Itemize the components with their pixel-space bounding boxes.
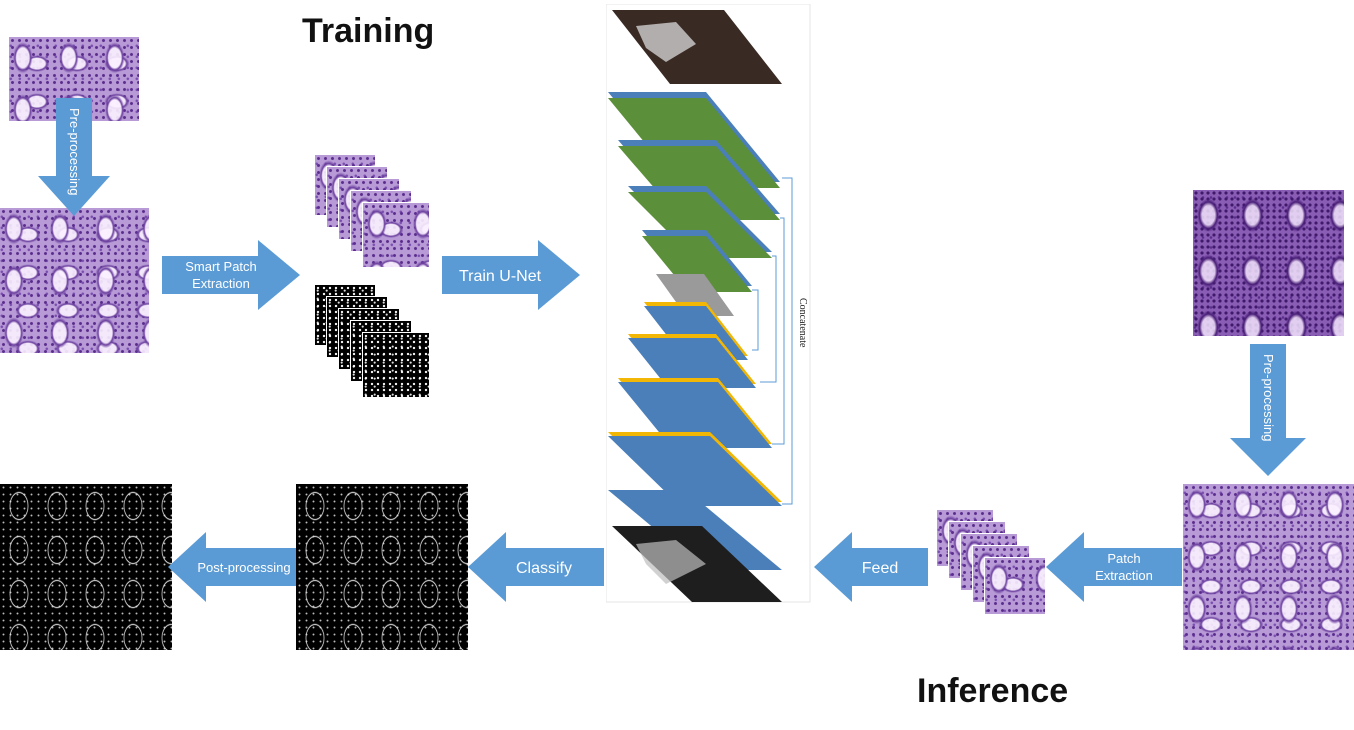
concatenate-label: Concatenate xyxy=(797,298,808,348)
inference-source-image xyxy=(1193,190,1344,336)
classify-arrow: Classify xyxy=(468,532,604,602)
classified-mask-image xyxy=(296,484,468,650)
patch-extraction-arrow: Patch Extraction xyxy=(1046,532,1182,602)
smart-patch-label-line1: Smart Patch xyxy=(185,259,257,274)
training-source-image xyxy=(9,37,139,121)
unet-bottleneck xyxy=(656,274,734,316)
postprocessed-mask-image xyxy=(0,484,172,650)
training-preprocessed-image xyxy=(0,208,149,353)
unet-decoder-layers xyxy=(608,92,780,292)
image-patch xyxy=(984,557,1046,615)
preprocessing-label: Pre-processing xyxy=(1261,354,1276,441)
patch-label-line2: Extraction xyxy=(1095,568,1153,583)
smart-patch-label-line2: Extraction xyxy=(192,276,250,291)
unet-skip-connections xyxy=(752,177,793,505)
training-heading: Training xyxy=(302,12,435,50)
postprocessing-arrow: Post-processing xyxy=(168,532,296,602)
mask-patch xyxy=(362,332,430,398)
preprocessing-arrow-training: Pre-processing xyxy=(38,98,110,216)
image-patch xyxy=(362,202,430,268)
smart-patch-extraction-arrow: Smart Patch Extraction xyxy=(162,240,300,310)
classify-label: Classify xyxy=(516,560,572,577)
preprocessing-label: Pre-processing xyxy=(67,108,82,195)
inference-preprocessed-image xyxy=(1183,484,1354,650)
feed-arrow: Feed xyxy=(814,532,928,602)
preprocessing-arrow-inference: Pre-processing xyxy=(1230,344,1306,476)
inference-heading: Inference xyxy=(917,672,1069,710)
unet-diagram: Concatenate xyxy=(606,4,811,603)
train-unet-arrow: Train U-Net xyxy=(442,240,580,310)
train-unet-label: Train U-Net xyxy=(459,268,542,285)
patch-label-line1: Patch xyxy=(1107,551,1140,566)
feed-label: Feed xyxy=(862,560,898,577)
postprocessing-label: Post-processing xyxy=(197,560,290,575)
